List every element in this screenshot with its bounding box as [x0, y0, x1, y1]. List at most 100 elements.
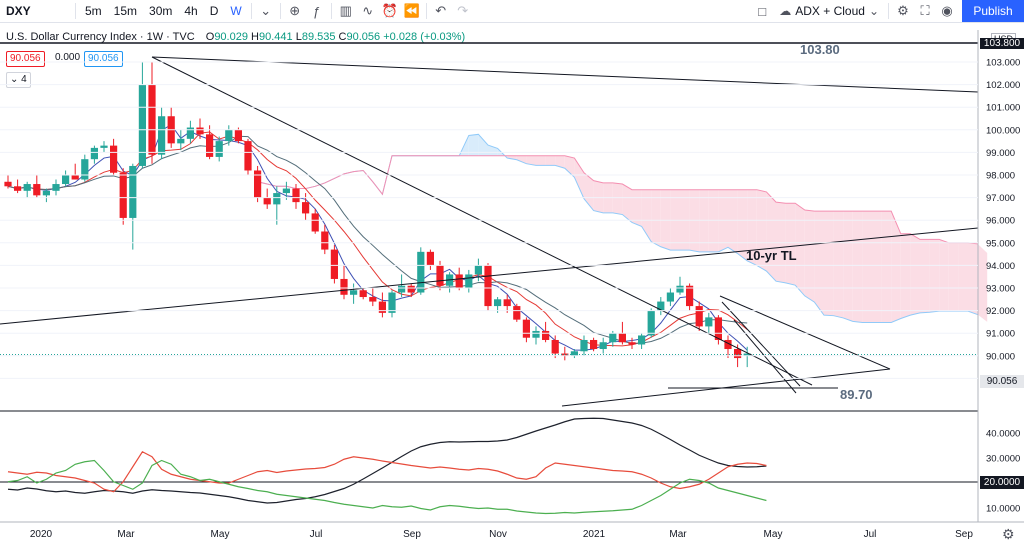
- candle-body[interactable]: [167, 116, 175, 144]
- wedge-lower-line[interactable]: [561, 368, 891, 407]
- candle-body[interactable]: [129, 165, 137, 218]
- candle-body[interactable]: [52, 184, 60, 191]
- badge-price[interactable]: 90.056: [6, 51, 45, 67]
- candle-body[interactable]: [273, 193, 281, 205]
- candle-body[interactable]: [551, 339, 559, 354]
- candle-body[interactable]: [263, 197, 271, 205]
- candle-body[interactable]: [695, 306, 703, 327]
- candle-body[interactable]: [4, 181, 12, 187]
- undo-icon[interactable]: ↶: [435, 3, 447, 18]
- candle-body[interactable]: [148, 84, 156, 155]
- candle-body[interactable]: [369, 297, 377, 302]
- channel-line-1[interactable]: [721, 301, 801, 387]
- candle-body[interactable]: [81, 159, 89, 180]
- candle-body[interactable]: [292, 188, 300, 203]
- candle-body[interactable]: [100, 145, 108, 148]
- candle-body[interactable]: [311, 213, 319, 232]
- interval-5m[interactable]: 5m: [85, 4, 102, 18]
- candle-body[interactable]: [110, 145, 118, 173]
- fullscreen-icon[interactable]: ⛶: [920, 3, 930, 18]
- candle-body[interactable]: [196, 127, 204, 135]
- settings-gear-icon[interactable]: ⚙: [1002, 526, 1015, 542]
- candle-body[interactable]: [138, 84, 146, 166]
- candle-body[interactable]: [407, 285, 415, 293]
- indicator-count-badge[interactable]: ⌄ 4: [6, 72, 31, 88]
- candle-body[interactable]: [446, 274, 454, 286]
- candle-body[interactable]: [532, 330, 540, 338]
- candle-body[interactable]: [455, 274, 463, 288]
- candle-body[interactable]: [23, 184, 31, 191]
- candle-body[interactable]: [282, 188, 290, 194]
- candle-body[interactable]: [561, 353, 569, 356]
- candle-body[interactable]: [705, 317, 713, 327]
- candle-body[interactable]: [33, 184, 41, 196]
- redo-icon[interactable]: ↷: [457, 3, 469, 18]
- candle-body[interactable]: [570, 351, 578, 356]
- candle-body[interactable]: [225, 129, 233, 142]
- candle-body[interactable]: [119, 172, 127, 218]
- interval-w[interactable]: W: [230, 4, 242, 18]
- candle-body[interactable]: [90, 147, 98, 160]
- candle-body[interactable]: [743, 353, 751, 356]
- candle-body[interactable]: [321, 231, 329, 250]
- interval-d[interactable]: D: [209, 4, 219, 18]
- candle-body[interactable]: [503, 299, 511, 307]
- candle-body[interactable]: [215, 141, 223, 157]
- candle-body[interactable]: [14, 186, 22, 191]
- candle-body[interactable]: [686, 285, 694, 307]
- candle-body[interactable]: [186, 127, 194, 139]
- candle-body[interactable]: [542, 330, 550, 340]
- candle-body[interactable]: [484, 265, 492, 307]
- camera-icon[interactable]: ◉: [941, 3, 953, 18]
- compare-plus-icon[interactable]: ⊕: [289, 3, 301, 18]
- chevron-down-icon[interactable]: ⌄: [260, 3, 272, 18]
- candle-body[interactable]: [666, 292, 674, 302]
- candle-body[interactable]: [62, 175, 70, 185]
- indicators-fx-icon[interactable]: ƒ: [313, 3, 321, 19]
- candle-body[interactable]: [244, 141, 252, 171]
- candle-body[interactable]: [417, 251, 425, 293]
- long-term-downtrend-line[interactable]: [151, 56, 979, 93]
- candle-body[interactable]: [426, 251, 434, 266]
- candle-body[interactable]: [494, 299, 502, 307]
- alert-clock-icon[interactable]: ⏰: [381, 3, 398, 18]
- candle-body[interactable]: [388, 292, 396, 313]
- candle-body[interactable]: [340, 278, 348, 295]
- candle-body[interactable]: [618, 333, 626, 343]
- candle-body[interactable]: [580, 339, 588, 352]
- publish-button[interactable]: Publish: [962, 0, 1024, 22]
- candle-body[interactable]: [302, 202, 310, 214]
- candle-body[interactable]: [676, 285, 684, 293]
- candle-body[interactable]: [234, 129, 242, 142]
- cloud-save-button[interactable]: ☁ ADX + Cloud ⌄: [773, 0, 885, 22]
- interval-30m[interactable]: 30m: [149, 4, 173, 18]
- candle-body[interactable]: [599, 342, 607, 350]
- candle-body[interactable]: [436, 265, 444, 286]
- wedge-upper-line[interactable]: [719, 295, 891, 370]
- candle-body[interactable]: [42, 190, 50, 196]
- candle-body[interactable]: [254, 170, 262, 198]
- candle-body[interactable]: [590, 339, 598, 350]
- channel-line-2[interactable]: [733, 319, 797, 394]
- interval-4h[interactable]: 4h: [184, 4, 198, 18]
- candle-body[interactable]: [177, 138, 185, 144]
- candle-body[interactable]: [350, 290, 358, 295]
- symbol-search[interactable]: DXY: [6, 4, 31, 18]
- replay-icon[interactable]: ⏪: [403, 3, 420, 18]
- interval-15m[interactable]: 15m: [113, 4, 138, 18]
- badge-price-2[interactable]: 90.056: [84, 51, 123, 67]
- candle-body[interactable]: [398, 285, 406, 293]
- templates-icon[interactable]: ∿: [362, 3, 374, 18]
- candle-body[interactable]: [206, 134, 214, 157]
- candle-body[interactable]: [638, 335, 646, 345]
- candle-body[interactable]: [474, 265, 482, 275]
- candle-body[interactable]: [734, 349, 742, 359]
- layout-square-icon[interactable]: □: [758, 3, 767, 19]
- candle-body[interactable]: [158, 116, 166, 155]
- candle-body[interactable]: [714, 317, 722, 340]
- candle-body[interactable]: [359, 290, 367, 298]
- candle-body[interactable]: [330, 249, 338, 279]
- candle-body[interactable]: [609, 333, 617, 343]
- candle-body[interactable]: [513, 306, 521, 320]
- major-downtrend-line[interactable]: [151, 56, 813, 386]
